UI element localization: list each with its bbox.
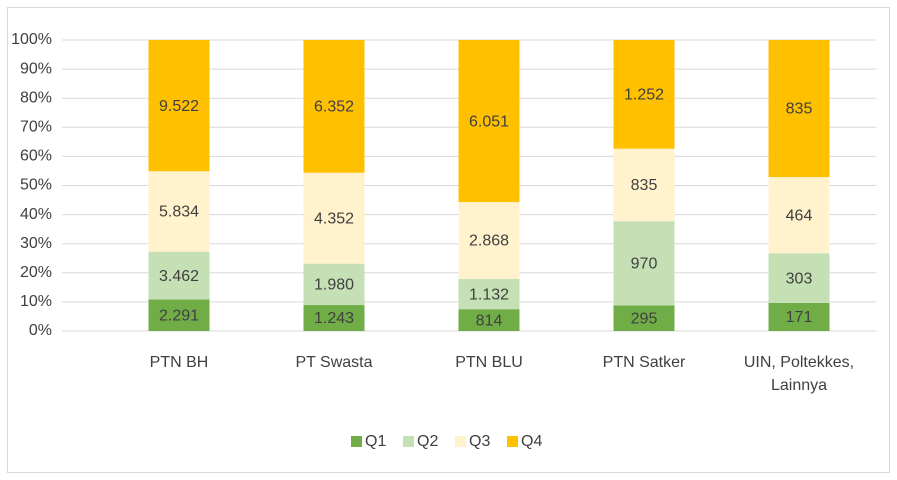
- y-tick-label: 10%: [20, 293, 52, 310]
- y-tick-label: 80%: [20, 89, 52, 106]
- data-label: 970: [631, 256, 658, 273]
- bar-segment: [768, 177, 830, 254]
- y-tick-label: 70%: [20, 119, 52, 136]
- bar-segment: [613, 40, 675, 149]
- data-label: 295: [631, 310, 658, 327]
- bar-segment: [458, 202, 520, 279]
- legend-label: Q4: [521, 433, 542, 450]
- data-label: 814: [476, 312, 503, 329]
- bar-segment: [613, 148, 675, 222]
- bar-segment: [768, 40, 830, 178]
- y-tick-label: 20%: [20, 264, 52, 281]
- legend-label: Q3: [469, 433, 490, 450]
- data-label: 1.132: [469, 286, 509, 303]
- bar-segment: [768, 302, 830, 331]
- bar-segment: [148, 171, 210, 252]
- bar-segment: [148, 40, 210, 172]
- data-label: 1.980: [314, 277, 354, 294]
- bar-segment: [303, 172, 365, 264]
- bar-segment: [148, 251, 210, 300]
- data-label: 171: [786, 309, 813, 326]
- legend-swatch: [507, 436, 518, 447]
- data-label: 6.051: [469, 113, 509, 130]
- y-tick-label: 30%: [20, 235, 52, 252]
- data-label: 464: [786, 207, 813, 224]
- data-label: 5.834: [159, 204, 199, 221]
- bar-segment: [768, 253, 830, 303]
- x-tick-label: PTN BLU: [455, 354, 523, 371]
- legend-label: Q1: [365, 433, 386, 450]
- y-tick-label: 90%: [20, 60, 52, 77]
- bar-segment: [458, 278, 520, 310]
- x-tick-label: PTN BH: [149, 354, 209, 371]
- bar-segment: [613, 221, 675, 306]
- data-label: 835: [786, 101, 813, 118]
- bar-segment: [303, 263, 365, 306]
- y-tick-label: 40%: [20, 206, 52, 223]
- y-tick-label: 50%: [20, 177, 52, 194]
- data-label: 835: [631, 177, 658, 194]
- data-label: 2.868: [469, 233, 509, 250]
- data-label: 1.252: [624, 87, 664, 104]
- bar-segment: [303, 40, 365, 173]
- data-label: 4.352: [314, 210, 354, 227]
- data-label: 6.352: [314, 99, 354, 116]
- bar-segment: [613, 305, 675, 331]
- legend-swatch: [351, 436, 362, 447]
- data-label: 2.291: [159, 307, 199, 324]
- legend-swatch: [455, 436, 466, 447]
- data-label: 303: [786, 270, 813, 287]
- chart-border: [7, 7, 890, 473]
- legend-label: Q2: [417, 433, 438, 450]
- data-label: 9.522: [159, 98, 199, 115]
- bar-segment: [458, 40, 520, 203]
- bar-segment: [148, 299, 210, 331]
- x-tick-label: PTN Satker: [602, 354, 686, 371]
- y-tick-label: 0%: [29, 322, 52, 339]
- x-tick-label: UIN, Poltekkes, Lainnya: [743, 354, 855, 394]
- y-tick-label: 100%: [11, 31, 52, 48]
- data-label: 1.243: [314, 310, 354, 327]
- y-tick-label: 60%: [20, 148, 52, 165]
- bar-segment: [303, 305, 365, 331]
- bar-segment: [458, 309, 520, 331]
- x-tick-label: PT Swasta: [295, 354, 373, 371]
- legend-swatch: [403, 436, 414, 447]
- data-label: 3.462: [159, 268, 199, 285]
